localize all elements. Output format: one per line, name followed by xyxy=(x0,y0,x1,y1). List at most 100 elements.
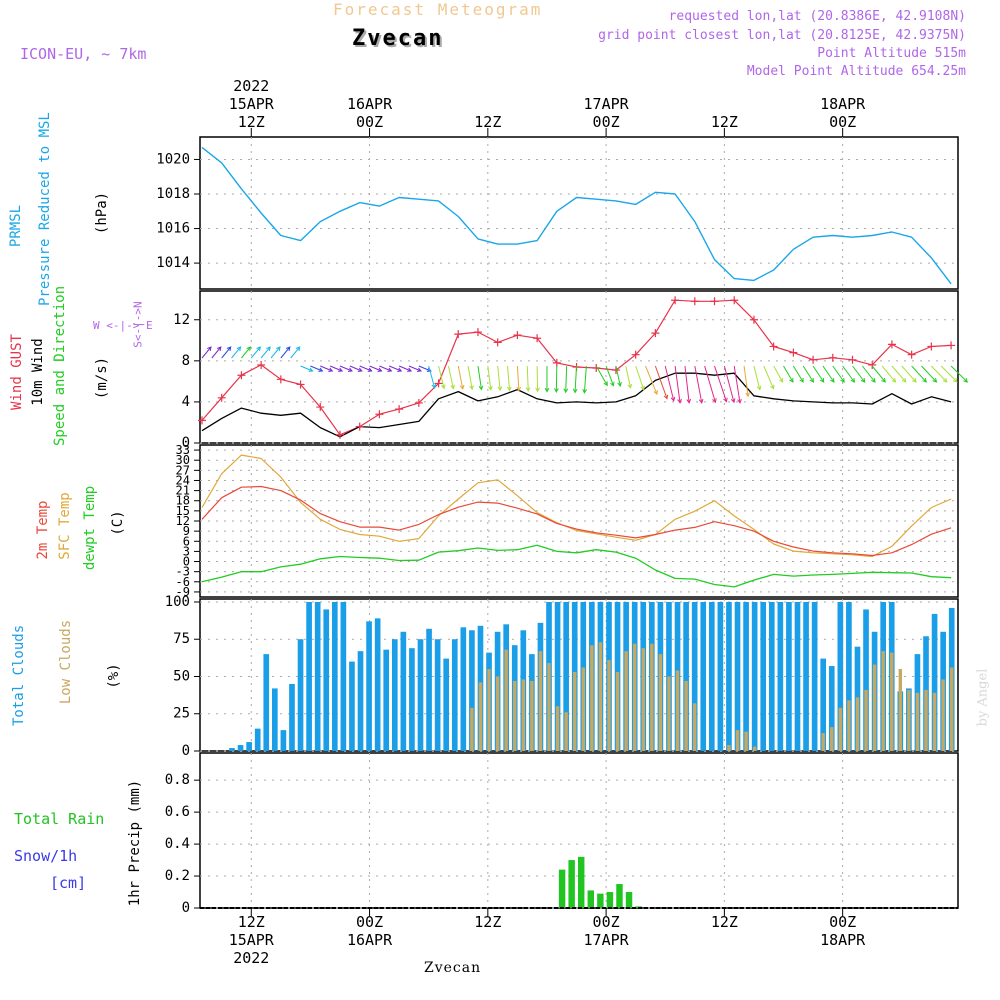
point-altitude: Point Altitude 515m xyxy=(817,46,966,61)
low-cloud-bar xyxy=(847,700,851,751)
total-rain-label: Total Rain xyxy=(14,810,105,828)
wind-arrow xyxy=(241,346,251,359)
wind-arrowhead xyxy=(871,377,876,383)
wind-arrow xyxy=(812,365,825,383)
low-cloud-bar xyxy=(864,689,868,751)
low-cloud-bar xyxy=(898,669,903,751)
y-tick-label: 0.8 xyxy=(165,772,190,788)
wind-arrowhead xyxy=(397,367,403,372)
total-cloud-bar xyxy=(246,742,252,751)
wind-arrowhead xyxy=(285,346,291,352)
wind-arrow xyxy=(763,365,775,389)
wind-arrowhead xyxy=(554,388,559,393)
wind-arrow xyxy=(773,365,784,383)
wind-arrow xyxy=(881,365,896,383)
y-tick-label: 6 xyxy=(183,534,190,548)
model-label: ICON-EU, ~ 7km xyxy=(20,45,147,63)
low-cloud-bar xyxy=(692,703,697,751)
wind-arrow xyxy=(438,365,445,389)
wind-arrow xyxy=(339,365,353,372)
wind-arrow xyxy=(329,365,343,372)
y-tick-label: -9 xyxy=(176,585,190,599)
rain-bar xyxy=(597,893,604,908)
wind-arrowhead xyxy=(686,398,692,404)
low-cloud-bar xyxy=(547,663,551,751)
gust-marker xyxy=(947,341,956,350)
low-cloud-bar xyxy=(598,642,603,751)
wind-arrowhead xyxy=(942,378,948,383)
total-cloud-bar xyxy=(349,661,355,751)
wind-arrowhead xyxy=(488,385,493,391)
wind-arrowhead xyxy=(416,367,422,372)
low-cloud-bar xyxy=(890,652,894,751)
low-cloud-bar xyxy=(752,746,757,751)
y-tick-label: 0.6 xyxy=(165,804,190,820)
wind-arrowhead xyxy=(640,385,645,391)
wind-arrow xyxy=(891,365,907,383)
y-tick-label: 18 xyxy=(176,494,190,508)
wind-arrowhead xyxy=(912,377,917,383)
total-cloud-bar xyxy=(811,601,818,751)
wind-arrow xyxy=(615,365,621,387)
t2m-line xyxy=(201,485,952,557)
page-title: Forecast Meteogram xyxy=(333,0,543,19)
gust-marker xyxy=(868,360,877,369)
gridpoint-coords: grid point closest lon,lat (20.8125E, 42… xyxy=(598,28,966,43)
wind-arrowhead xyxy=(603,381,608,387)
wind-arrow xyxy=(457,365,464,389)
y-tick-label: 15 xyxy=(176,504,190,518)
total-cloud-bar xyxy=(469,630,475,751)
gust-marker xyxy=(198,416,206,425)
y-tick-label: 3 xyxy=(183,544,190,558)
wind-arrowhead xyxy=(860,377,866,383)
total-cloud-bar xyxy=(931,613,938,751)
wind-arrow xyxy=(664,365,675,401)
bottom-time-date: 17APR xyxy=(584,931,630,949)
low-cloud-bar xyxy=(470,707,474,751)
gust-marker xyxy=(809,355,818,364)
bottom-time-hour: 00Z xyxy=(593,913,620,931)
wind-arrowhead xyxy=(572,388,578,394)
total-cloud-bar xyxy=(717,601,724,751)
wind-arrowhead xyxy=(653,390,658,396)
total-cloud-bar xyxy=(374,618,381,751)
wind-arrowhead xyxy=(779,377,784,383)
bottom-time-hour: 12Z xyxy=(474,913,501,931)
wind-arrow xyxy=(290,346,301,359)
total-cloud-bar xyxy=(794,601,801,751)
total-cloud-bar xyxy=(726,601,732,751)
gust-marker xyxy=(493,338,502,347)
wind-arrow xyxy=(792,365,804,383)
gust-marker xyxy=(769,342,778,351)
total-cloud-bar xyxy=(263,654,270,751)
wind-arrow xyxy=(871,365,886,383)
low-cloud-bar xyxy=(915,692,920,751)
gust-marker xyxy=(671,296,680,305)
wind-arrowhead xyxy=(881,377,886,383)
y-tick-label: 12 xyxy=(173,312,190,328)
total-cloud-bar xyxy=(820,658,827,751)
wind-arrow xyxy=(684,365,690,403)
total-cloud-bar xyxy=(554,601,561,751)
total-cloud-bar xyxy=(743,601,749,751)
wind-arrowhead xyxy=(663,394,669,400)
low-cloud-bar xyxy=(932,692,937,751)
total-cloud-bar xyxy=(306,601,312,751)
wind-arrowhead xyxy=(901,377,907,383)
bottom-time-hour: 12Z xyxy=(238,913,265,931)
wind-arrow xyxy=(635,365,645,390)
gust-marker xyxy=(217,393,226,402)
wind-arrowhead xyxy=(207,346,212,352)
gust-marker xyxy=(927,342,936,351)
wind-arrow xyxy=(783,365,794,383)
low-cloud-bar xyxy=(495,676,500,751)
low-cloud-bar xyxy=(513,680,517,751)
y-tick-label: -6 xyxy=(176,575,190,589)
total-cloud-bar xyxy=(289,683,295,751)
wind-arrow xyxy=(408,365,422,372)
gust-marker xyxy=(749,315,758,324)
wind-arrow xyxy=(211,346,222,359)
low-cloud-bar xyxy=(838,707,843,751)
